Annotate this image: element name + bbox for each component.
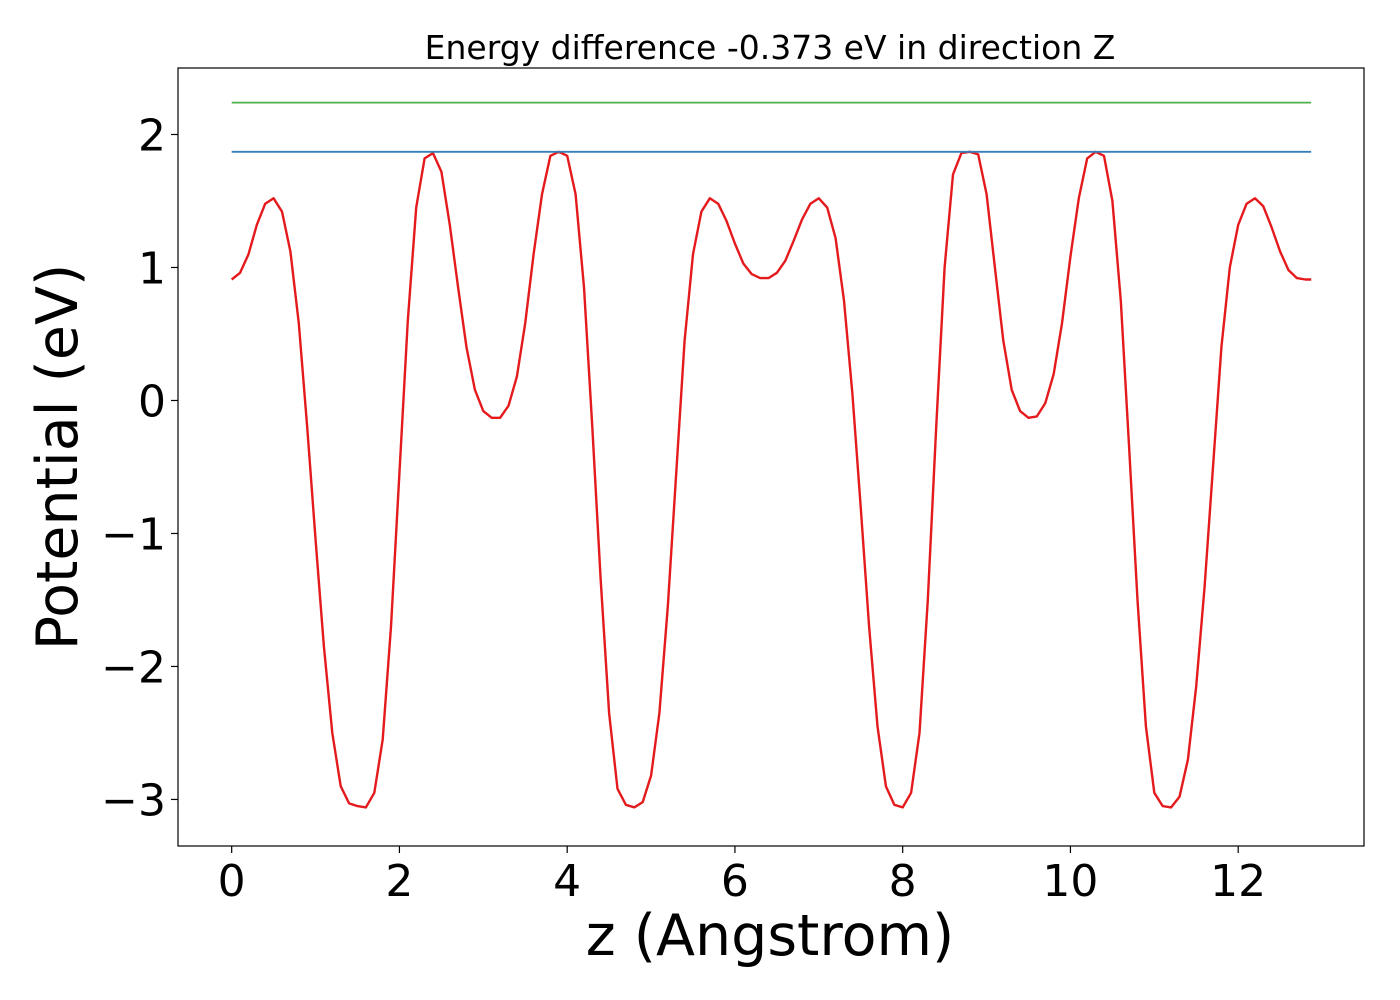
y-tick-label: 0 xyxy=(138,376,166,427)
x-tick-label: 8 xyxy=(889,856,917,907)
x-tick-label: 12 xyxy=(1210,856,1266,907)
x-tick-label: 0 xyxy=(218,856,246,907)
y-tick-label: −3 xyxy=(101,775,166,826)
y-axis-label: Potential (eV) xyxy=(25,264,91,650)
y-tick-label: −2 xyxy=(101,642,166,693)
chart-title: Energy difference -0.373 eV in direction… xyxy=(425,28,1116,67)
y-axis-ticks: −3 −2 −1 0 1 2 xyxy=(101,110,178,826)
x-tick-label: 10 xyxy=(1042,856,1098,907)
plot-frame xyxy=(177,67,1365,847)
x-axis-ticks: 0 2 4 6 8 10 12 xyxy=(218,846,1266,907)
y-tick-label: 1 xyxy=(138,243,166,294)
x-tick-label: 6 xyxy=(721,856,749,907)
x-tick-label: 2 xyxy=(385,856,413,907)
series-layer xyxy=(230,101,1312,809)
x-axis-label: z (Angstrom) xyxy=(586,903,954,969)
y-tick-label: −1 xyxy=(101,509,166,560)
x-tick-label: 4 xyxy=(553,856,581,907)
y-tick-label: 2 xyxy=(138,110,166,161)
series-line-0 xyxy=(230,150,1312,809)
